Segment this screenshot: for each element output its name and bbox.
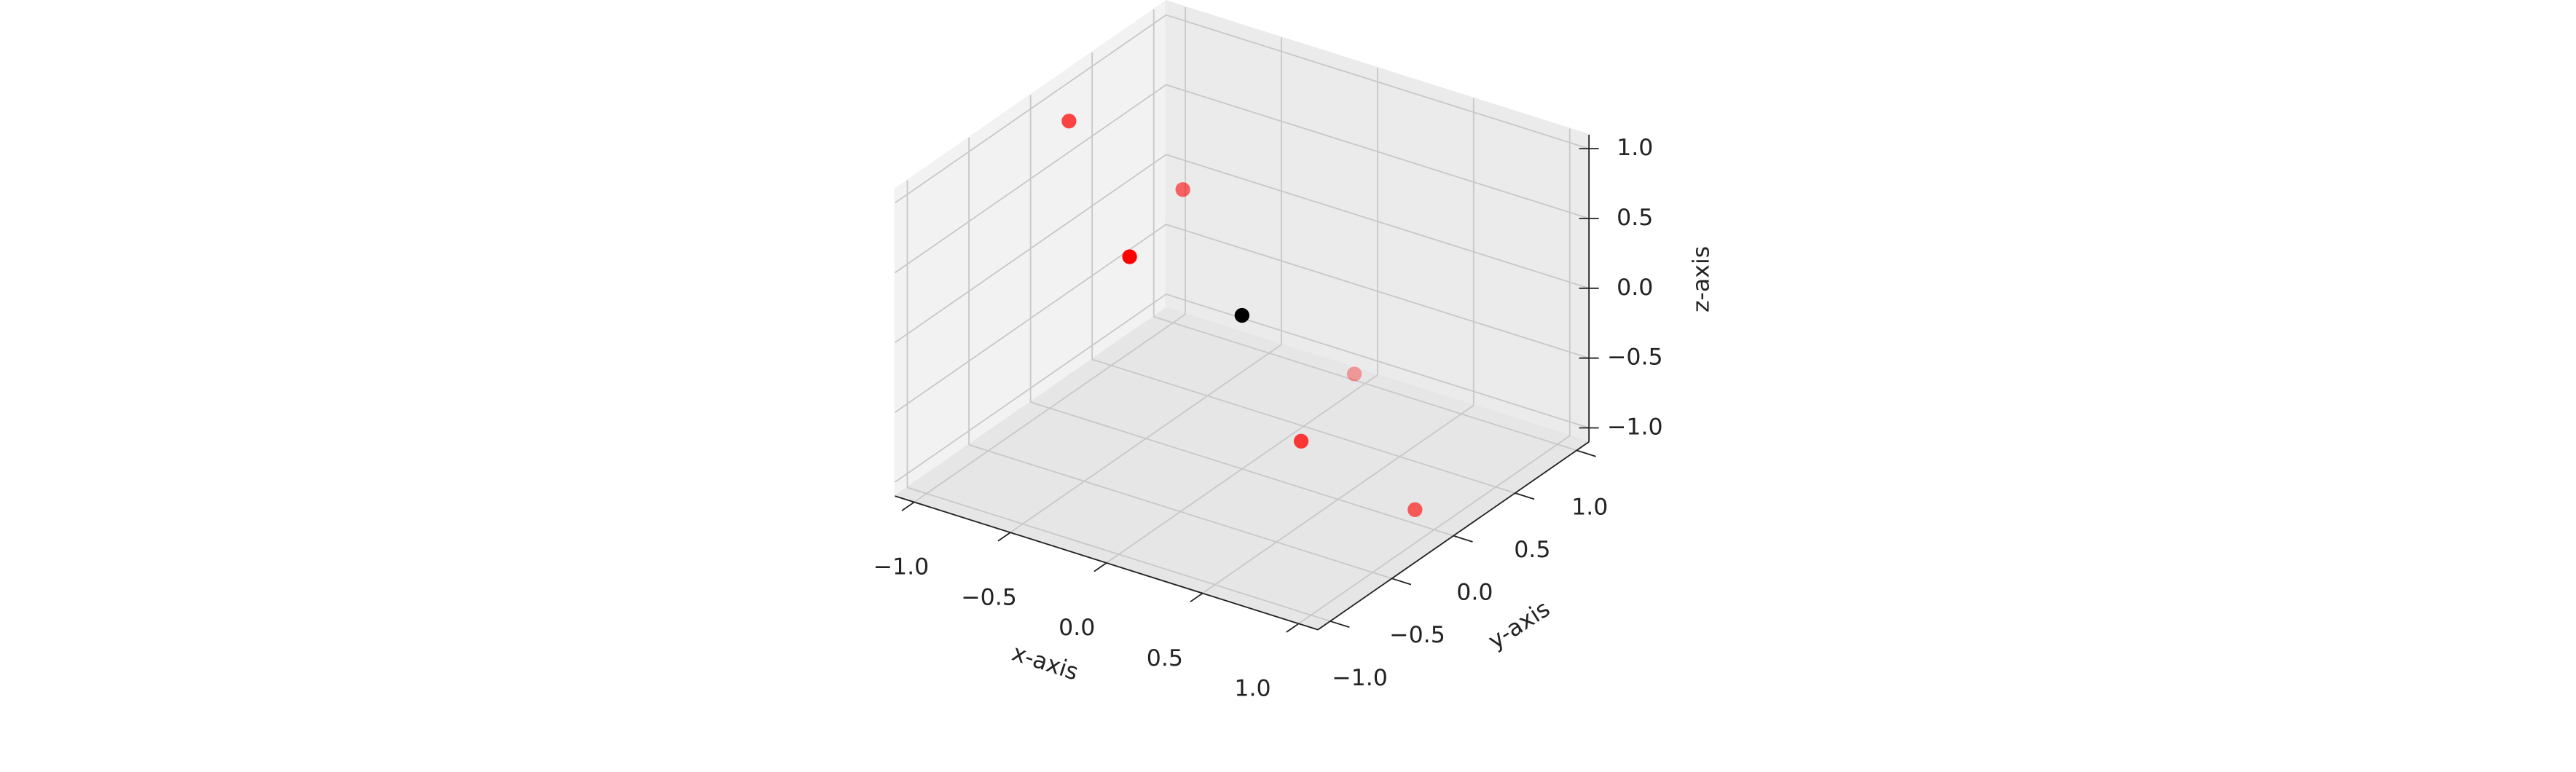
z-tick-label: −1.0 xyxy=(1607,414,1663,441)
y-tick xyxy=(1453,535,1473,543)
grid-line xyxy=(1166,84,1590,219)
grid-line xyxy=(895,294,1167,483)
axes: −1.0−0.50.00.51.0 −1.0−0.50.00.51.0−1.0−0… xyxy=(873,134,1663,702)
point xyxy=(1061,114,1077,129)
grid-line xyxy=(1166,224,1590,359)
y-tick xyxy=(1515,492,1535,500)
point xyxy=(1346,366,1362,382)
x-tick xyxy=(1190,592,1203,603)
grid-line xyxy=(895,14,1167,204)
x-tick xyxy=(1286,623,1300,633)
grid-line xyxy=(1091,358,1515,494)
grid-line xyxy=(895,154,1167,343)
grid-line xyxy=(1166,154,1590,289)
x-tick xyxy=(901,501,915,511)
point xyxy=(1122,249,1137,264)
y-tick xyxy=(1330,621,1350,629)
point xyxy=(1234,307,1250,323)
grid-line xyxy=(1153,315,1577,452)
y-tick-label: −1.0 xyxy=(1332,665,1388,691)
point xyxy=(1407,502,1423,517)
x-tick xyxy=(1093,562,1107,572)
x-tick-label: 0.0 xyxy=(1059,615,1095,641)
grid-line xyxy=(907,487,1331,622)
z-tick-label: 0.0 xyxy=(1617,275,1653,301)
z-tick-label: −0.5 xyxy=(1607,344,1663,371)
points xyxy=(1061,114,1423,517)
x-tick-label: 1.0 xyxy=(1234,676,1271,702)
x-tick xyxy=(997,532,1011,542)
x-tick-label: 0.5 xyxy=(1147,645,1183,671)
y-tick-label: 0.0 xyxy=(1456,580,1493,606)
grid-line xyxy=(1166,14,1590,149)
point xyxy=(1175,182,1190,197)
y-tick xyxy=(1576,449,1596,457)
grid-line xyxy=(895,84,1167,274)
z-tick-label: 1.0 xyxy=(1617,135,1653,161)
grid-line xyxy=(968,444,1392,580)
grid-line xyxy=(1030,401,1454,537)
x-tick-label: −1.0 xyxy=(873,554,930,580)
y-tick-label: 1.0 xyxy=(1571,494,1608,520)
x-tick-label: −0.5 xyxy=(961,584,1017,610)
y-tick xyxy=(1391,578,1412,586)
y-axis-line xyxy=(1317,441,1590,631)
grid-line xyxy=(895,224,1167,413)
y-tick-label: −0.5 xyxy=(1389,622,1445,648)
z-axis-label: z-axis xyxy=(1688,246,1714,312)
y-tick-label: 0.5 xyxy=(1514,537,1550,563)
point xyxy=(1293,433,1309,449)
z-tick-label: 0.5 xyxy=(1617,205,1653,231)
